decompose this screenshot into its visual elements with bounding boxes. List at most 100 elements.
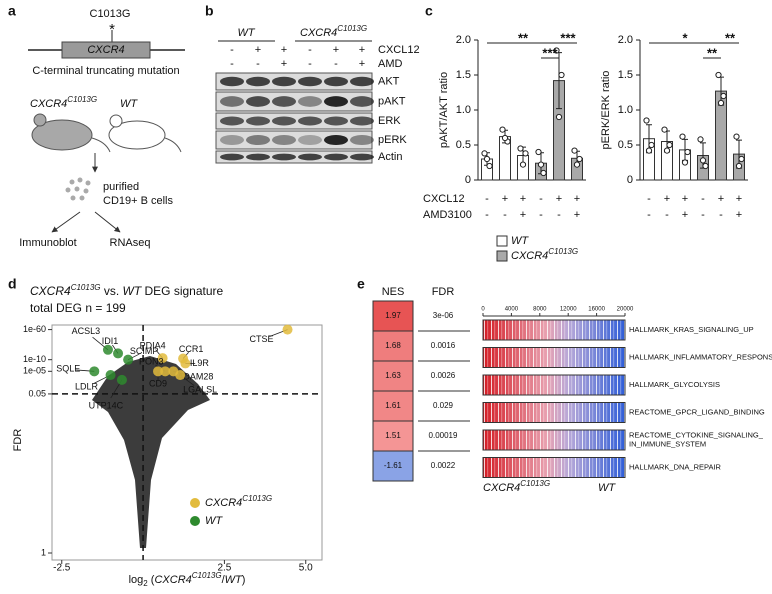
wt-label: WT	[120, 98, 138, 110]
y-tick-label: 1e-10	[23, 354, 46, 364]
gene: CXCR4	[205, 497, 242, 509]
cells	[65, 177, 91, 201]
y-tick-label: 0.5	[618, 139, 633, 151]
rank-end-label: WT	[598, 482, 616, 494]
rank-tick-label: 20000	[617, 307, 634, 313]
rank-end-label: CXCR4C1013G	[483, 479, 550, 494]
replicate-dot	[666, 141, 673, 149]
gene-label: SQLE	[56, 364, 80, 374]
blot-band	[324, 96, 348, 107]
t: 2	[143, 579, 148, 588]
blot-band	[350, 96, 374, 107]
replicate-dot	[535, 148, 542, 156]
treatment-sign: -	[230, 44, 234, 56]
treatment-sign: -	[665, 209, 669, 221]
blot-band	[298, 96, 322, 107]
replicate-dot	[738, 155, 745, 163]
y-tick-label: 1.0	[456, 104, 471, 116]
protein-label: Actin	[378, 151, 402, 163]
panel-label: d	[8, 276, 17, 292]
gene-point	[116, 374, 127, 385]
replicate-dot	[735, 162, 743, 170]
allele: C1013G	[548, 247, 578, 256]
allele: C1013G	[242, 494, 272, 503]
mutant-label: CXCR4C1013G	[30, 95, 97, 110]
volcano-title: CXCR4C1013G vs. WT DEG signature	[30, 283, 224, 298]
blot-band	[350, 116, 374, 126]
treatment-sign: -	[503, 209, 507, 221]
y-tick-label: 1e-05	[23, 366, 46, 376]
gene: CXCR4	[483, 482, 520, 494]
blot-band	[272, 134, 296, 146]
treatment-sign: +	[736, 209, 742, 221]
replicate-dot	[717, 99, 725, 107]
arrow	[51, 211, 81, 233]
t: /	[222, 574, 226, 586]
pathway-name: IN_IMMUNE_SYSTEM	[629, 439, 706, 448]
pathway-name: HALLMARK_GLYCOLYSIS	[629, 380, 720, 389]
plot-frame	[51, 324, 323, 561]
blot-band	[324, 134, 348, 146]
mouse-wt	[108, 114, 182, 153]
y-axis-label: pERK/ERK ratio	[600, 71, 612, 150]
treatment-sign: +	[682, 193, 688, 205]
blot-band	[246, 96, 270, 107]
nes-value: 1.51	[385, 431, 401, 440]
replicate-dot	[733, 133, 740, 140]
significance-label: **	[725, 30, 736, 45]
replicate-dot	[573, 161, 581, 168]
treatment-sign: +	[333, 44, 339, 56]
rank-tick-label: 0	[481, 307, 485, 313]
gene-label: ADAM28	[177, 372, 213, 382]
gene: CXCR4	[30, 98, 67, 110]
pathway-name: HALLMARK_KRAS_SIGNALING_UP	[629, 325, 754, 334]
nes-value: 1.97	[385, 311, 401, 320]
protein-label: pERK	[378, 134, 407, 146]
pathway-name: REACTOME_CYTOKINE_SIGNALING_	[629, 430, 764, 439]
blot-band	[324, 153, 348, 161]
y-tick-label: 0.05	[28, 388, 46, 398]
gene-point	[89, 366, 100, 377]
treatment-sign: +	[736, 193, 742, 205]
point-cloud	[92, 356, 210, 548]
replicate-dot	[517, 145, 524, 152]
y-tick-label: 1.5	[456, 69, 471, 81]
replicate-dot	[715, 71, 722, 79]
blot-band	[220, 116, 244, 126]
replicate-dot	[681, 159, 689, 166]
replicate-dot	[702, 162, 709, 170]
replicate-dot	[537, 161, 545, 168]
blot-band	[246, 76, 270, 87]
treatment-sign: +	[502, 193, 508, 205]
y-axis-label: FDR	[12, 429, 24, 452]
nes-value: -1.61	[384, 461, 403, 470]
blot-band	[350, 153, 374, 161]
nes-cell	[372, 330, 414, 362]
blot-band	[272, 76, 296, 87]
panel-label: e	[357, 276, 365, 292]
treatment-sign: +	[556, 193, 562, 205]
blot-band	[324, 76, 348, 87]
treatment-sign: -	[485, 209, 489, 221]
treatment-sign: -	[485, 193, 489, 205]
t: CXCR4	[154, 574, 191, 586]
treatment-sign: +	[281, 44, 287, 56]
arrow	[94, 211, 121, 233]
x-tick-label: 2.5	[217, 563, 231, 574]
nes-cell	[372, 420, 414, 452]
blot-band	[324, 116, 348, 126]
treatment-sign: +	[718, 193, 724, 205]
replicate-dot	[697, 136, 704, 143]
y-tick-label: 2.0	[618, 34, 633, 46]
replicate-dot	[645, 147, 653, 154]
caption: C-terminal truncating mutation	[32, 65, 179, 77]
blot-band	[246, 153, 270, 161]
blot-band	[220, 76, 244, 87]
barcode-lines	[482, 402, 626, 423]
gene-label: LDLR	[75, 381, 99, 391]
treatment-sign: -	[701, 193, 705, 205]
legend-marker	[190, 498, 200, 508]
rank-tick-label: 4000	[505, 307, 519, 313]
assay: RNAseq	[110, 237, 151, 249]
replicate-dot	[540, 169, 547, 177]
